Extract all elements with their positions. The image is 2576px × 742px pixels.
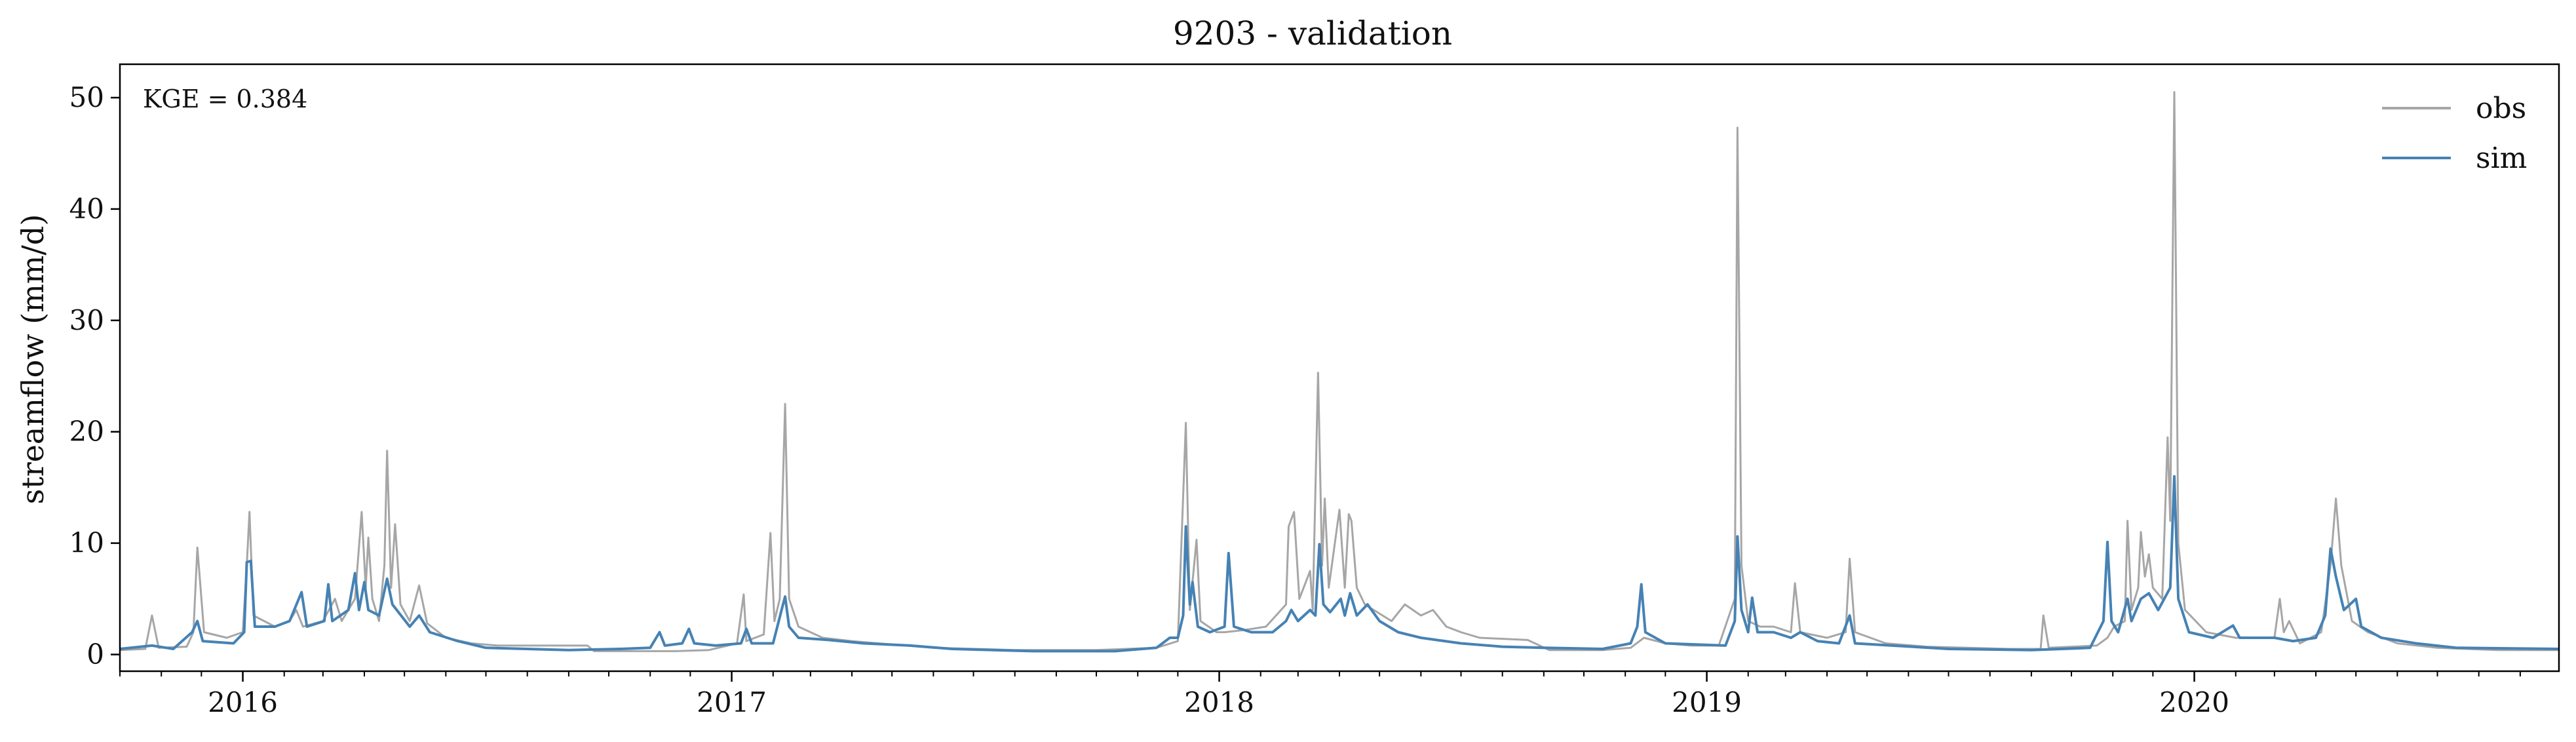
- kge-annotation: KGE = 0.384: [143, 85, 307, 113]
- series-line-obs: [119, 91, 2559, 652]
- x-tick-label: 2017: [697, 686, 767, 718]
- plot-frame: [119, 63, 2560, 673]
- x-tick-label: 2018: [1184, 686, 1254, 718]
- x-tick-label: 2020: [2159, 686, 2229, 718]
- chart-title: 9203 - validation: [1173, 14, 1452, 52]
- legend-label-obs: obs: [2476, 92, 2526, 125]
- series-line-sim: [119, 475, 2560, 653]
- y-axis: 0 10 20 30 40 50: [69, 81, 120, 671]
- y-tick-label: 10: [69, 527, 104, 559]
- y-tick-label: 40: [69, 193, 104, 225]
- x-axis: 2016 2017 2018 2019 2020: [119, 671, 2521, 718]
- legend-label-sim: sim: [2476, 142, 2527, 175]
- x-tick-label: 2016: [208, 686, 278, 718]
- legend: obs sim: [2382, 92, 2527, 175]
- series-layer: [119, 91, 2560, 653]
- x-tick-label: 2019: [1672, 686, 1742, 718]
- y-tick-label: 50: [69, 81, 104, 113]
- y-tick-label: 30: [69, 304, 104, 336]
- y-tick-label: 0: [87, 638, 104, 671]
- y-tick-label: 20: [69, 416, 104, 448]
- y-axis-label: streamflow (mm/d): [15, 214, 50, 505]
